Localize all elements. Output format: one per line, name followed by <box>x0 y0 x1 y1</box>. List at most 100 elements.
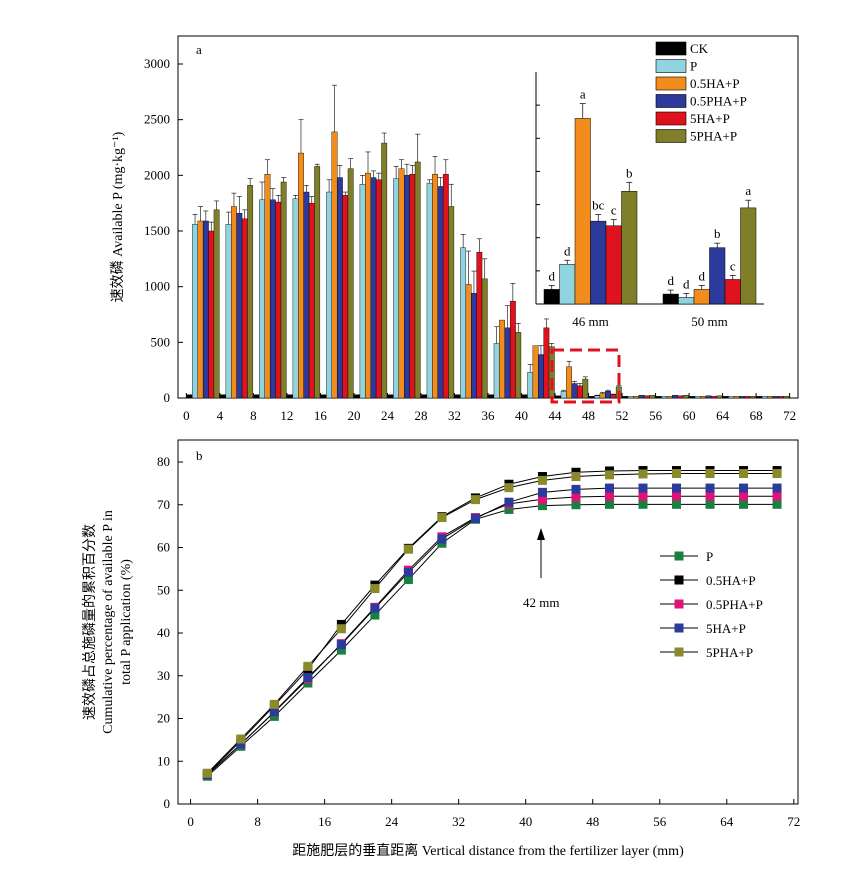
point-5HA+P-34 <box>470 513 480 523</box>
annotation-arrowhead <box>537 528 545 540</box>
panel-b-x-axis: 0 8 16 24 32 40 48 56 64 72 <box>187 799 800 829</box>
a-xtick-label-56: 56 <box>649 408 663 423</box>
legend-a-swatch-5HA+P <box>655 111 687 126</box>
bar-CK-34 <box>454 394 461 399</box>
bar-P-50 <box>594 395 601 399</box>
point-5PHA+P-54 <box>638 469 648 479</box>
legend-b-label-5HA+P: 5HA+P <box>706 621 746 636</box>
legend-b-label-P: P <box>706 549 713 564</box>
point-5PHA+P-22 <box>370 584 380 594</box>
point-5HA+P-70 <box>772 483 782 493</box>
a-xtick-label-0: 0 <box>183 408 190 423</box>
legend-a-label-0.5HA+P: 0.5HA+P <box>690 76 740 91</box>
point-P-70 <box>772 499 782 509</box>
bar-5PHA+P-26 <box>414 161 421 399</box>
b-xtick-label-56: 56 <box>653 814 667 829</box>
bar-5PHA+P-30 <box>448 206 455 399</box>
panel-b: b 速效磷占总施磷量的累积百分数 Cumulative percentage o… <box>82 439 800 829</box>
bar-CK-58 <box>655 396 662 399</box>
point-P-38 <box>504 504 514 514</box>
bar-0.5PHA+P-2 <box>202 220 209 399</box>
bar-0.5HA+P-46 <box>566 366 572 399</box>
bar-CK-22 <box>354 394 361 399</box>
bar-P-42 <box>527 372 534 399</box>
bar-0.5PHA+P-38 <box>504 327 511 399</box>
inset-bar-5PHA+P-0 <box>621 191 638 305</box>
inset-letter-P-0: d <box>564 243 571 258</box>
panel-b-lines <box>202 466 782 781</box>
legend-a-label-P: P <box>690 59 697 74</box>
bar-0.5PHA+P-34 <box>471 293 477 399</box>
point-0.5PHA+P-58 <box>672 491 682 501</box>
legend-a-swatch-P <box>655 59 687 73</box>
inset-letter-0.5PHA+P-0: bc <box>592 198 605 213</box>
bar-0.5HA+P-50 <box>599 393 606 399</box>
point-0.5PHA+P-62 <box>705 491 715 501</box>
bar-CK-38 <box>488 394 495 399</box>
bar-0.5PHA+P-6 <box>236 212 243 399</box>
bar-0.5HA+P-54 <box>633 396 640 399</box>
bar-0.5PHA+P-26 <box>404 175 410 399</box>
panel-b-ylabel-en-2: total P application (%) <box>119 559 134 685</box>
bar-5PHA+P-22 <box>381 142 388 399</box>
bar-5HA+P-22 <box>375 179 382 399</box>
a-xtick-label-20: 20 <box>347 408 360 423</box>
bar-5HA+P-50 <box>610 394 617 399</box>
bar-5HA+P-66 <box>744 396 751 399</box>
panel-b-ylabel-en-1: Cumulative percentage of available P in <box>101 510 116 734</box>
point-0.5PHA+P-46 <box>571 492 581 502</box>
b-xtick-label-24: 24 <box>385 814 399 829</box>
x-axis-label: 距施肥层的垂直距离 Vertical distance from the fer… <box>292 842 684 859</box>
a-ytick-label-1500: 1500 <box>144 223 170 238</box>
a-ytick-label-2000: 2000 <box>144 167 170 182</box>
line-P <box>206 503 778 777</box>
bar-0.5HA+P-70 <box>767 396 774 399</box>
bar-CK-14 <box>287 394 294 399</box>
b-ytick-label-70: 70 <box>157 497 170 512</box>
bar-5PHA+P-46 <box>582 378 589 399</box>
bar-5HA+P-42 <box>543 327 550 399</box>
panel-b-letter: b <box>196 448 203 463</box>
inset-letter-0.5HA+P-1: d <box>699 268 706 283</box>
bar-P-66 <box>728 396 735 399</box>
bar-CK-66 <box>722 396 729 399</box>
bar-CK-10 <box>253 394 260 399</box>
point-0.5PHA+P-42 <box>537 494 547 504</box>
point-5HA+P-10 <box>269 707 279 717</box>
bar-5PHA+P-54 <box>649 395 656 399</box>
bar-P-34 <box>460 247 467 399</box>
point-5PHA+P-70 <box>772 469 782 479</box>
b-ytick-label-60: 60 <box>157 540 170 555</box>
bar-P-38 <box>493 343 500 399</box>
point-5HA+P-22 <box>370 603 380 613</box>
bar-0.5PHA+P-70 <box>772 396 779 399</box>
inset-categories: 46 mm 50 mm <box>572 314 727 329</box>
bar-0.5PHA+P-54 <box>638 395 645 399</box>
bar-CK-62 <box>689 396 696 399</box>
bar-P-2 <box>192 224 198 399</box>
point-P-54 <box>638 499 648 509</box>
bar-5PHA+P-6 <box>247 185 254 399</box>
bar-P-26 <box>393 178 400 399</box>
bar-5PHA+P-18 <box>347 168 354 399</box>
a-ytick-label-3000: 3000 <box>144 56 170 71</box>
inset-letter-CK-1: d <box>668 273 675 288</box>
b-xtick-label-0: 0 <box>187 814 194 829</box>
inset-letter-0.5HA+P-0: a <box>580 87 586 102</box>
panel-b-frame <box>177 439 799 805</box>
point-0.5PHA+P-54 <box>638 491 648 501</box>
legend-a-swatch-5PHA+P <box>655 129 687 143</box>
bar-0.5HA+P-2 <box>197 220 204 399</box>
line-5PHA+P <box>206 473 778 774</box>
a-xtick-label-12: 12 <box>280 408 293 423</box>
panel-b-y-axis: 0 10 20 30 40 50 60 70 80 <box>157 454 183 811</box>
b-ytick-label-20: 20 <box>157 711 170 726</box>
b-xtick-label-32: 32 <box>452 814 465 829</box>
bar-5HA+P-18 <box>342 195 349 399</box>
point-5HA+P-54 <box>638 483 648 493</box>
point-P-66 <box>739 499 749 509</box>
bar-5PHA+P-62 <box>716 395 723 399</box>
inset-bar-CK-0 <box>543 289 560 305</box>
bar-0.5HA+P-14 <box>298 152 304 399</box>
bar-CK-50 <box>588 396 595 399</box>
